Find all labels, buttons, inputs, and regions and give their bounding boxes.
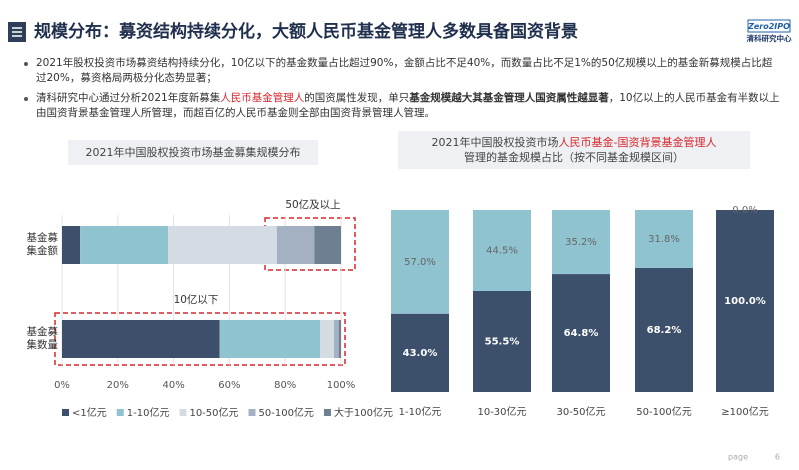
chart-title-box <box>398 131 750 169</box>
highlight-box <box>54 312 346 366</box>
bar-segment <box>635 210 693 268</box>
chart-title-box <box>68 140 318 165</box>
chart-title-part: 人民币基金-国资背景基金管理人 <box>559 135 717 149</box>
value-label: 44.5% <box>486 245 518 256</box>
x-tick-label: 0% <box>54 380 70 391</box>
bar-segment <box>473 290 531 392</box>
chart-title: 管理的基金规模占比（按不同基金规模区间） <box>464 150 684 164</box>
legend-swatch <box>179 409 187 416</box>
page-label: page <box>728 453 748 462</box>
bar-segment <box>391 210 449 314</box>
x-tick-label: 50-100亿元 <box>636 405 691 418</box>
value-label: 35.2% <box>565 237 597 248</box>
value-label: 31.8% <box>648 234 680 245</box>
bar-segment <box>62 320 220 358</box>
legend-swatch <box>323 409 331 416</box>
legend-swatch <box>248 409 256 416</box>
bar-segment <box>314 226 341 264</box>
bullet-text: 基金规模越大其基金管理人国资属性越显著 <box>409 92 609 104</box>
annotation: 50亿及以上 <box>285 198 340 211</box>
bar-segment <box>334 320 339 358</box>
bar-segment <box>338 320 341 358</box>
bar-segment <box>62 226 81 264</box>
menu-icon-lines <box>12 27 22 37</box>
bar-segment <box>80 226 169 264</box>
legend-label: 1-10亿元 <box>127 406 170 419</box>
bar-segment <box>716 210 774 392</box>
bar-segment <box>391 313 449 392</box>
bullet-text: 2021年股权投资市场募资结构持续分化，10亿以下的基金数量占比超过90%，金额… <box>36 57 773 84</box>
chart-title: 2021年中国股权投资市场基金募集规模分布 <box>86 145 301 159</box>
bar-segment <box>276 226 315 264</box>
value-label: 64.8% <box>564 328 599 339</box>
legend-swatch <box>62 409 69 416</box>
x-tick-label: 10-30亿元 <box>477 405 526 418</box>
bar-segment <box>635 267 693 392</box>
bar-segment <box>473 210 531 291</box>
legend-label: 50-100亿元 <box>259 406 314 419</box>
bar-segment <box>552 274 610 392</box>
value-label: 0.0% <box>732 205 757 216</box>
slide-title: 规模分布：募资结构持续分化，大额人民币基金管理人多数具备国资背景 <box>34 21 578 42</box>
chart-title-part: 管理的基金规模占比（按不同基金规模区间） <box>464 150 684 164</box>
bar-segment <box>552 210 610 275</box>
bullet: 清科研究中心通过分析2021年度新募集人民币基金管理人的国资属性发现，单只基金规… <box>22 91 782 121</box>
value-label: 68.2% <box>647 325 682 336</box>
logo-name: 清科研究中心 <box>747 33 792 43</box>
x-tick-label: 80% <box>274 380 296 391</box>
value-label: 57.0% <box>404 257 436 268</box>
bar-segment <box>219 320 321 358</box>
x-tick-label: 60% <box>218 380 240 391</box>
chart-title: 2021年中国股权投资市场人民币基金-国资背景基金管理人 <box>432 135 717 149</box>
bullet-text: 人民币基金管理人 <box>220 92 305 104</box>
legend-label: <1亿元 <box>72 406 107 419</box>
page-number: 6 <box>775 453 780 462</box>
value-label: 55.5% <box>485 336 520 347</box>
y-tick-label: 基金募集金额 <box>26 232 59 257</box>
bullet-text: ，10亿以上的人民币基金有半数以上由国资背景基金管理人所管理，而超百亿的人民币基… <box>36 92 780 119</box>
bullet-text: 清科研究中心通过分析2021年度新募集 <box>36 92 221 104</box>
x-tick-label: 1-10亿元 <box>399 405 442 418</box>
legend-swatch <box>116 409 124 416</box>
x-tick-label: 100% <box>327 380 356 391</box>
bullet-text: 的国资属性发现，单只 <box>304 92 410 104</box>
x-tick-label: 20% <box>107 380 129 391</box>
bar-segment <box>320 320 335 358</box>
legend-label: 10-50亿元 <box>189 406 238 419</box>
value-label: 43.0% <box>403 348 438 359</box>
logo-box <box>747 19 791 33</box>
bullet-list: 2021年股权投资市场募资结构持续分化，10亿以下的基金数量占比超过90%，金额… <box>22 56 782 126</box>
x-tick-label: ≥100亿元 <box>721 405 768 418</box>
y-tick-label: 基金募集数量 <box>26 326 59 351</box>
bar-segment <box>168 226 277 264</box>
legend-label: 大于100亿元 <box>334 406 393 419</box>
chart-title-part: 2021年中国股权投资市场 <box>432 135 559 149</box>
x-tick-label: 30-50亿元 <box>556 405 605 418</box>
bullet: 2021年股权投资市场募资结构持续分化，10亿以下的基金数量占比超过90%，金额… <box>22 56 782 86</box>
value-label: 100.0% <box>724 296 766 307</box>
annotation: 10亿以下 <box>174 293 219 306</box>
logo-brand: Zero2IPO <box>747 22 790 31</box>
x-tick-label: 40% <box>162 380 184 391</box>
